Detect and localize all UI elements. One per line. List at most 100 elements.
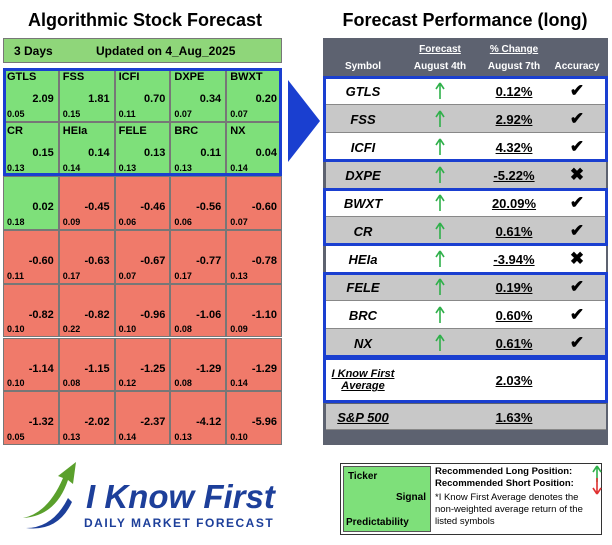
table-row: [326, 404, 606, 430]
cell-predictability: 0.06: [174, 216, 192, 227]
row-change: -3.94%: [493, 251, 535, 267]
cell-predictability: 0.13: [230, 270, 248, 281]
row-change: 4.32%: [495, 139, 533, 155]
row-accuracy: ✔: [569, 277, 585, 296]
legend: Ticker Signal Predictability Recommended Lo…: [340, 463, 602, 535]
cell-signal: -0.82: [84, 308, 110, 321]
forecast-cell: -4.12 0.13: [170, 391, 227, 446]
group-border: [323, 76, 608, 162]
row-change: 0.61%: [495, 223, 533, 239]
row-change: 0.60%: [495, 307, 533, 323]
legend-short: Recommended Short Position:: [435, 478, 574, 489]
row-change: 0.12%: [495, 83, 533, 99]
cell-signal: 0.20: [255, 93, 277, 105]
cell-predictability: 0.18: [7, 216, 25, 227]
row-symbol: S&P 500: [337, 409, 389, 425]
cell-symbol: ICFI: [118, 71, 140, 83]
cell-signal: -2.37: [140, 416, 166, 429]
cell-predictability: 0.08: [174, 378, 192, 389]
pointer-arrow: [288, 80, 320, 162]
cell-predictability: 0.10: [7, 324, 25, 335]
row-symbol: FSS: [350, 111, 376, 127]
table-row: [326, 77, 606, 105]
cell-signal: 0.70: [143, 93, 166, 105]
cell-signal: -0.77: [196, 254, 222, 267]
cell-signal: -0.46: [140, 200, 166, 213]
up-arrow: [435, 194, 445, 211]
forecast-cell: -0.82 0.10: [3, 283, 59, 338]
cell-predictability: 0.11: [7, 270, 25, 281]
forecast-cell: DXPE 0.34 0.07: [170, 68, 227, 122]
col-change: % Change: [489, 44, 539, 55]
row-symbol: GTLS: [345, 83, 381, 99]
forecast-cell: -0.45 0.09: [58, 175, 115, 230]
cell-predictability: 0.05: [7, 108, 25, 119]
row-symbol: CR: [353, 223, 373, 239]
cell-signal: -2.02: [84, 416, 110, 429]
row-accuracy: ✔: [569, 81, 585, 100]
cell-signal: 0.11: [200, 146, 222, 159]
logo-tagline: DAILY MARKET FORECAST: [84, 516, 275, 530]
group-border: [323, 188, 608, 246]
row-change: 0.61%: [495, 335, 533, 351]
row-change: -5.22%: [493, 167, 535, 183]
cell-signal: -0.78: [251, 254, 277, 267]
cell-predictability: 0.14: [118, 432, 137, 443]
forecast-cell: -1.15 0.08: [58, 337, 115, 392]
cell-signal: -0.67: [140, 254, 166, 267]
cell-predictability: 0.11: [118, 108, 136, 119]
forecast-cell: -1.06 0.08: [170, 283, 227, 338]
cell-predictability: 0.09: [230, 324, 248, 335]
forecast-cell: -5.96 0.10: [226, 391, 282, 446]
cell-signal: -0.96: [140, 308, 166, 321]
updated: Updated on 4_Aug_2025: [96, 44, 236, 58]
legend-signal: Signal: [395, 492, 426, 503]
forecast-cell: -2.02 0.13: [58, 391, 115, 446]
forecast-cell: -0.78 0.13: [226, 229, 282, 284]
up-arrow: [435, 138, 445, 155]
row-accuracy: ✔: [569, 221, 585, 240]
cell-symbol: DXPE: [174, 71, 205, 83]
cell-predictability: 0.15: [62, 108, 81, 119]
cell-symbol: FSS: [62, 71, 85, 83]
cell-predictability: 0.10: [118, 324, 137, 335]
up-arrow: [435, 250, 445, 267]
up-arrow: [435, 82, 445, 99]
row-symbol: FELE: [346, 279, 380, 295]
cell-signal: -1.14: [28, 362, 54, 375]
col-symbol: Symbol: [344, 61, 382, 72]
forecast-cell: BRC 0.11 0.13: [170, 121, 227, 176]
forecast-cell: -0.60 0.11: [3, 229, 59, 284]
down-arrow: [592, 478, 602, 495]
cell-signal: -1.29: [196, 362, 222, 375]
cell-signal: -0.60: [251, 200, 277, 213]
cell-predictability: 0.17: [62, 270, 81, 281]
cell-predictability: 0.22: [62, 324, 81, 335]
forecast-cell: -0.77 0.17: [170, 229, 227, 284]
cell-predictability: 0.08: [62, 378, 81, 389]
up-arrow: [435, 334, 445, 351]
row-change: 2.92%: [495, 111, 533, 127]
legend-note: *I Know First Average denotes the non-we…: [435, 492, 583, 527]
row-change: 20.09%: [491, 195, 537, 211]
cell-signal: -0.60: [28, 254, 54, 267]
up-arrow: [435, 222, 445, 239]
cell-predictability: 0.13: [7, 162, 25, 173]
row-accuracy: ✖: [569, 165, 585, 184]
cell-predictability: 0.05: [7, 432, 25, 443]
forecast-cell: -0.82 0.22: [58, 283, 115, 338]
col-change-date: August 7th: [487, 61, 541, 72]
cell-signal: 2.09: [32, 93, 54, 105]
cell-signal: 0.13: [143, 146, 166, 159]
cell-signal: 0.14: [88, 146, 110, 159]
row-accuracy: ✖: [569, 249, 585, 268]
cell-predictability: 0.06: [118, 216, 137, 227]
row-accuracy: ✔: [569, 333, 585, 352]
left-title: Algorithmic Stock Forecast: [27, 10, 263, 30]
cell-signal: 0.04: [255, 146, 277, 159]
cell-symbol: BWXT: [230, 71, 263, 83]
legend-cell: Ticker Signal Predictability: [343, 466, 431, 532]
col-accuracy: Accuracy: [554, 61, 600, 72]
cell-predictability: 0.13: [62, 432, 81, 443]
forecast-cell: -0.63 0.17: [58, 229, 115, 284]
